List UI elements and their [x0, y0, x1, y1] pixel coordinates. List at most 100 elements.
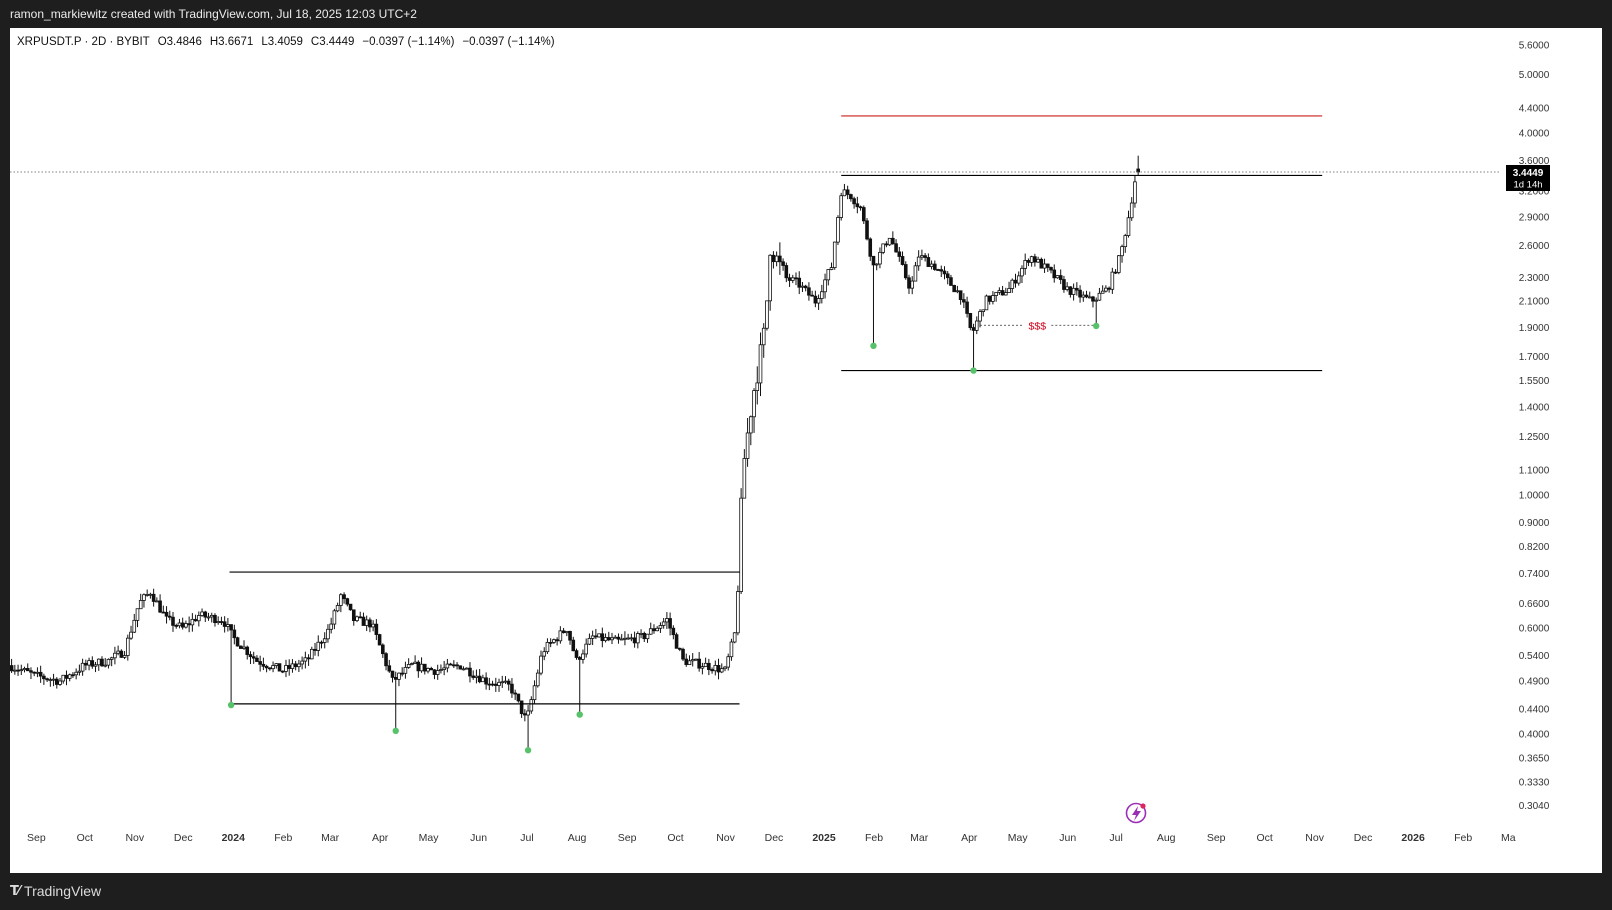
candle-body [652, 628, 656, 632]
lightning-bolt-icon[interactable] [1125, 802, 1147, 824]
candle [755, 366, 760, 405]
candle-body [513, 692, 517, 695]
candle-body [164, 611, 169, 617]
candle [829, 262, 834, 271]
candle-body [313, 648, 317, 651]
candle [358, 611, 363, 619]
candle-body [829, 267, 834, 270]
candle-body [264, 665, 269, 669]
y-tick-label: 5.0000 [1519, 70, 1550, 81]
candle [422, 663, 427, 675]
candle [661, 617, 666, 629]
candle [645, 633, 650, 643]
candle [38, 665, 43, 683]
candle [400, 667, 404, 677]
candle-body [261, 663, 266, 667]
candle [984, 294, 989, 311]
candle [481, 674, 485, 683]
chart-pane[interactable]: $$$ 5.6000 5.0000 4.4000 4.0000 3.6000 3.2000… [10, 28, 1602, 873]
candle-body [1075, 287, 1079, 291]
candle-body [471, 675, 476, 678]
candle [284, 659, 288, 678]
candlestick-chart[interactable]: $$$ 5.6000 5.0000 4.4000 4.0000 3.6000 3.2000… [10, 28, 1602, 873]
candle [803, 284, 808, 292]
candle [962, 293, 966, 309]
candle-body [565, 630, 569, 634]
candle-body [726, 656, 731, 668]
candle-body [1107, 287, 1111, 290]
candle [539, 650, 543, 676]
candle-body [523, 713, 527, 716]
candle-body [1045, 263, 1050, 268]
x-tick-label: Nov [716, 832, 735, 844]
candle [1113, 269, 1118, 275]
candle [268, 667, 272, 671]
candle [639, 629, 643, 639]
candle [1029, 255, 1034, 267]
candle [1120, 244, 1124, 263]
candle-body [213, 614, 217, 624]
candle-body [93, 664, 98, 667]
candle-body [351, 609, 356, 621]
y-tick-label: 1.7000 [1519, 352, 1550, 363]
candle [119, 649, 124, 658]
candle-body [587, 638, 592, 645]
candle [1016, 271, 1021, 286]
candle-body [510, 683, 514, 694]
candle [548, 638, 553, 648]
candle-body [29, 670, 33, 673]
candle [1042, 258, 1047, 273]
candle-body [487, 683, 492, 686]
candle-body [87, 660, 91, 666]
candle-body [345, 598, 350, 605]
candle-body [32, 671, 36, 674]
candle [610, 632, 614, 645]
candle [545, 638, 550, 654]
candle-body [416, 661, 421, 672]
candle [506, 678, 511, 691]
candle-body [193, 618, 198, 622]
candle [981, 309, 986, 317]
candle [1094, 297, 1099, 326]
candle-body [116, 650, 120, 654]
candle-body [994, 291, 998, 296]
candle [871, 255, 876, 346]
candle [497, 678, 501, 692]
candle [558, 626, 563, 644]
candle-body [849, 194, 853, 200]
candle [942, 266, 947, 280]
candle [958, 290, 963, 305]
candle-body [74, 671, 78, 676]
candle-body [1110, 271, 1115, 290]
candle-body [1004, 292, 1008, 296]
candle [293, 660, 298, 671]
candle [684, 653, 689, 667]
candle [187, 616, 191, 633]
x-tick-label: May [419, 832, 440, 844]
candle-body [167, 615, 172, 618]
brand-logo[interactable]: T⁄ TradingView [10, 883, 101, 899]
y-tick-label: 3.6000 [1519, 156, 1550, 167]
candle [719, 663, 724, 674]
candle [713, 660, 718, 676]
candle [216, 616, 220, 625]
candle [419, 657, 424, 673]
candle [968, 312, 973, 331]
candle [19, 664, 24, 676]
candle [513, 689, 517, 700]
candle [264, 664, 269, 673]
candle [636, 631, 640, 649]
candle [219, 616, 224, 625]
candle [923, 253, 927, 262]
candle-body [1078, 289, 1082, 298]
ohlc-change: −0.0397 (−1.14%) [362, 36, 454, 48]
y-tick-label: 0.9000 [1519, 518, 1550, 529]
candle-body [606, 637, 611, 641]
candle [861, 205, 866, 225]
candle-body [1033, 256, 1037, 263]
candle [765, 300, 769, 331]
y-tick-label: 2.9000 [1519, 212, 1550, 223]
candle [584, 638, 588, 658]
x-tick-label: Jul [520, 832, 533, 844]
candle [913, 261, 918, 282]
